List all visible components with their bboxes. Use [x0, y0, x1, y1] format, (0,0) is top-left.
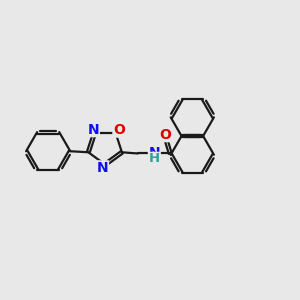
Text: H: H	[149, 152, 160, 165]
Text: N: N	[97, 161, 109, 175]
Text: N: N	[88, 123, 99, 136]
Text: O: O	[113, 123, 125, 137]
Text: N: N	[148, 146, 160, 160]
Text: O: O	[160, 128, 172, 142]
